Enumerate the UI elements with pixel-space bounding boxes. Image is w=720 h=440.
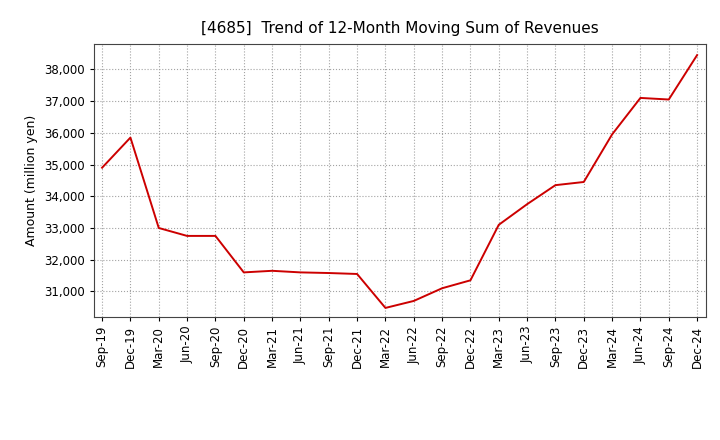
Title: [4685]  Trend of 12-Month Moving Sum of Revenues: [4685] Trend of 12-Month Moving Sum of R… [201, 21, 598, 36]
Y-axis label: Amount (million yen): Amount (million yen) [25, 115, 38, 246]
